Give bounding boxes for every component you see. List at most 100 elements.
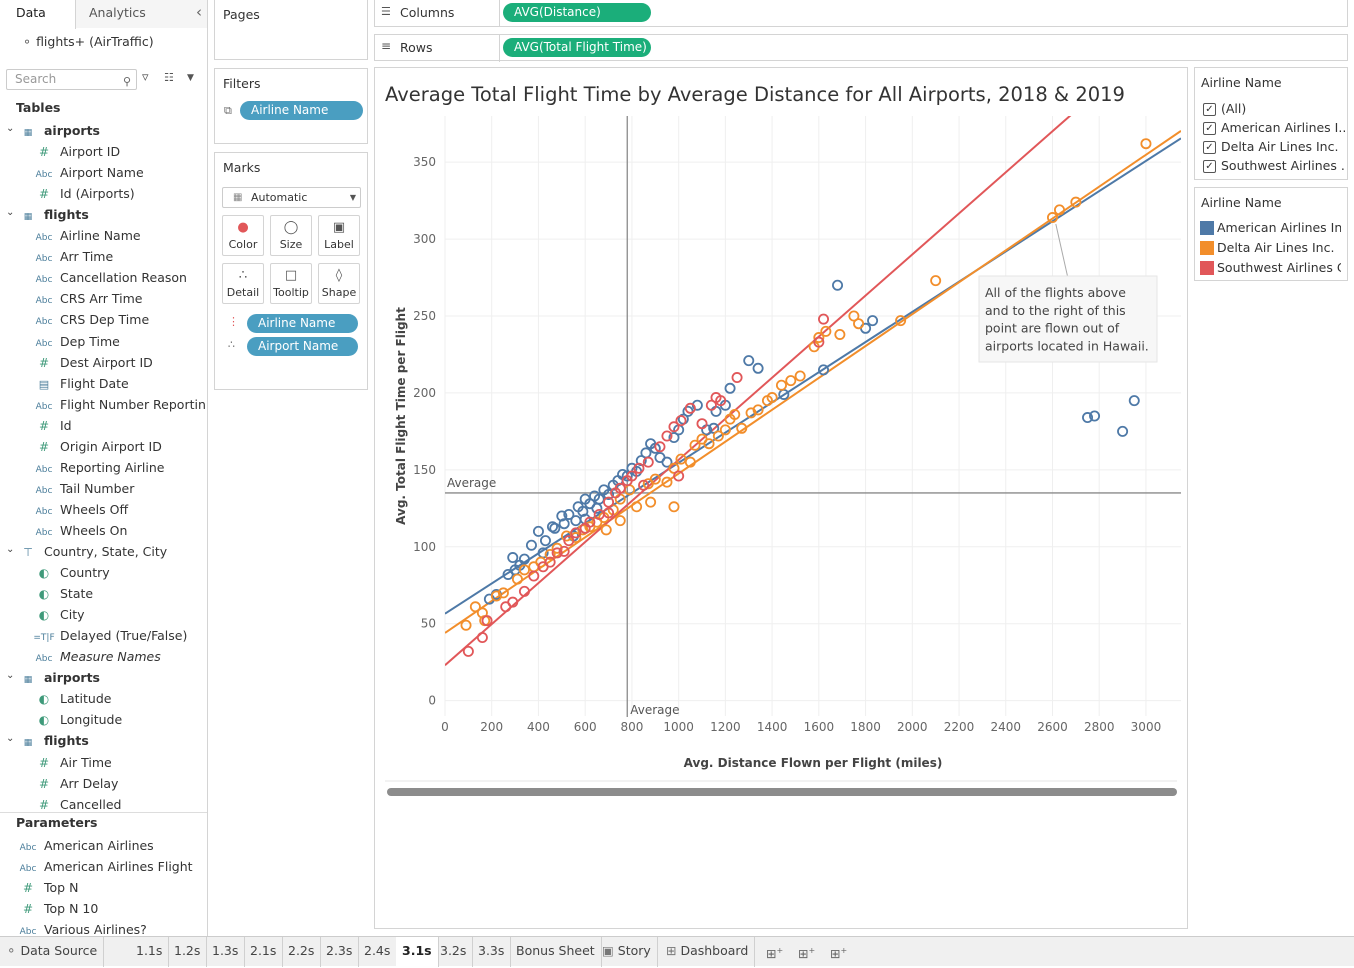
- sheet-tab[interactable]: 2.3s: [320, 937, 360, 967]
- filter-checkbox[interactable]: ✓: [1203, 160, 1216, 173]
- data-point[interactable]: [736, 422, 748, 434]
- dropdown-icon[interactable]: ▼: [187, 73, 194, 83]
- new-worksheet-icon[interactable]: ⊞+: [766, 946, 784, 962]
- data-point[interactable]: [1140, 138, 1152, 150]
- data-point[interactable]: [558, 518, 570, 530]
- data-point[interactable]: [654, 441, 666, 453]
- data-point[interactable]: [518, 585, 530, 597]
- data-point[interactable]: [518, 553, 530, 565]
- field-item[interactable]: Abc CRS Dep Time: [32, 309, 150, 330]
- field-item[interactable]: ▤ Flight Date: [32, 373, 129, 394]
- data-point[interactable]: [668, 501, 680, 513]
- field-item[interactable]: ◐ Latitude: [32, 688, 112, 709]
- data-point[interactable]: [642, 456, 654, 468]
- data-point[interactable]: [661, 476, 673, 488]
- data-point[interactable]: [731, 372, 743, 384]
- data-point[interactable]: [794, 370, 806, 382]
- data-point[interactable]: [577, 505, 589, 517]
- sheet-tab[interactable]: 1.1s: [130, 937, 170, 967]
- data-point[interactable]: [752, 362, 764, 374]
- data-point[interactable]: [645, 496, 657, 508]
- table-node[interactable]: ▦ airports: [16, 120, 100, 141]
- data-point[interactable]: [649, 473, 661, 485]
- color-legend-label[interactable]: Delta Air Lines Inc.: [1217, 240, 1335, 255]
- data-point[interactable]: [853, 318, 865, 330]
- data-point[interactable]: [785, 375, 797, 387]
- new-dashboard-icon[interactable]: ⊞+: [798, 946, 816, 962]
- color-swatch[interactable]: [1200, 221, 1214, 235]
- data-point[interactable]: [638, 479, 650, 491]
- data-point[interactable]: [633, 462, 645, 474]
- data-point[interactable]: [476, 607, 488, 619]
- field-item[interactable]: Abc Airport Name: [32, 162, 144, 183]
- sheet-tab[interactable]: 2.4s: [358, 937, 398, 967]
- data-point[interactable]: [682, 405, 694, 417]
- data-point[interactable]: [528, 570, 540, 582]
- data-point[interactable]: [626, 470, 638, 482]
- field-item[interactable]: Abc Flight Number Reportin...: [32, 394, 207, 415]
- data-point[interactable]: [621, 470, 633, 482]
- data-point[interactable]: [691, 399, 703, 411]
- field-item[interactable]: Abc Measure Names: [32, 646, 161, 667]
- chevron-down-icon[interactable]: ⌄: [6, 544, 15, 555]
- sheet-tab[interactable]: ⚬ Data Source: [0, 937, 105, 967]
- data-point[interactable]: [563, 535, 575, 547]
- field-item[interactable]: # Dest Airport ID: [32, 352, 153, 373]
- field-item[interactable]: Abc Dep Time: [32, 331, 120, 352]
- detail-button[interactable]: ∴ Detail: [222, 263, 264, 304]
- data-point[interactable]: [1082, 412, 1094, 424]
- new-story-icon[interactable]: ⊞+: [830, 946, 848, 962]
- data-point[interactable]: [834, 328, 846, 340]
- data-point[interactable]: [668, 432, 680, 444]
- sheet-tab[interactable]: 3.2s: [434, 937, 474, 967]
- pages-shelf[interactable]: Pages: [214, 0, 368, 60]
- data-point[interactable]: [476, 632, 488, 644]
- chevron-down-icon[interactable]: ⌄: [6, 733, 15, 745]
- data-point[interactable]: [1128, 395, 1140, 407]
- data-point[interactable]: [867, 315, 879, 327]
- field-item[interactable]: Abc Wheels Off: [32, 499, 129, 520]
- data-point[interactable]: [549, 522, 561, 534]
- field-item[interactable]: Abc Reporting Airline: [32, 457, 165, 478]
- sheet-tab[interactable]: ▣ Story: [596, 937, 658, 967]
- data-point[interactable]: [1054, 204, 1066, 216]
- data-point[interactable]: [563, 508, 575, 520]
- filter-icon[interactable]: ▿: [142, 70, 149, 85]
- data-point[interactable]: [668, 462, 680, 474]
- data-point[interactable]: [600, 524, 612, 536]
- data-point[interactable]: [930, 275, 942, 287]
- marks-type-dropdown[interactable]: ▦ Automatic ▼: [222, 187, 361, 208]
- sheet-tab[interactable]: 1.2s: [168, 937, 208, 967]
- data-point[interactable]: [570, 515, 582, 527]
- search-input[interactable]: Search ⚲: [6, 69, 137, 90]
- chevron-down-icon[interactable]: ⌄: [6, 670, 15, 682]
- data-point[interactable]: [724, 382, 736, 394]
- color-swatch[interactable]: [1200, 261, 1214, 275]
- data-point[interactable]: [525, 539, 537, 551]
- data-point[interactable]: [675, 453, 687, 465]
- data-point[interactable]: [460, 619, 472, 631]
- data-point[interactable]: [544, 548, 556, 560]
- filter-pill-airline-name[interactable]: Airline Name: [240, 101, 363, 120]
- data-point[interactable]: [490, 590, 502, 602]
- data-point[interactable]: [591, 502, 603, 514]
- data-point[interactable]: [729, 408, 741, 420]
- filter-item-label[interactable]: American Airlines I...: [1221, 120, 1345, 135]
- data-point[interactable]: [684, 402, 696, 414]
- tab-analytics[interactable]: Analytics: [76, 0, 207, 28]
- field-item[interactable]: Abc Arr Time: [32, 246, 114, 267]
- sheet-tab[interactable]: 2.2s: [282, 937, 322, 967]
- data-point[interactable]: [743, 355, 755, 367]
- data-point[interactable]: [1117, 425, 1129, 437]
- filter-item-label[interactable]: Southwest Airlines ...: [1221, 158, 1345, 173]
- columns-shelf[interactable]: ☰ Columns AVG(Distance): [374, 0, 1348, 27]
- datasource-row[interactable]: ⚬ flights+ (AirTraffic): [22, 34, 154, 49]
- field-item[interactable]: Abc Airline Name: [32, 225, 141, 246]
- data-point[interactable]: [661, 456, 673, 468]
- filter-item-label[interactable]: (All): [1221, 101, 1247, 116]
- chevron-down-icon[interactable]: ⌄: [6, 207, 15, 219]
- data-point[interactable]: [752, 404, 764, 416]
- data-point[interactable]: [745, 407, 757, 419]
- table-node[interactable]: ▦ airports: [16, 667, 100, 688]
- data-point[interactable]: [1089, 410, 1101, 422]
